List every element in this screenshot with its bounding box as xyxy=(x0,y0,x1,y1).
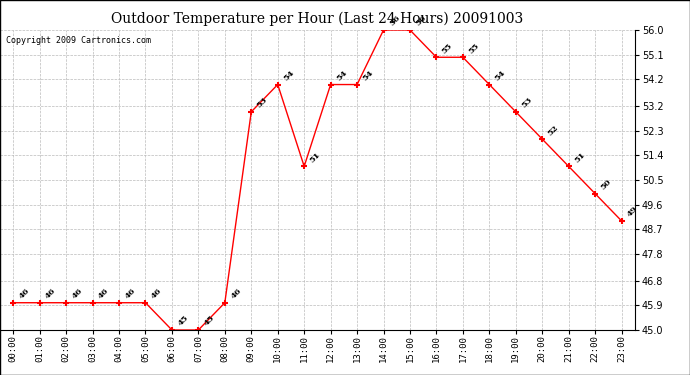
Text: 46: 46 xyxy=(229,286,243,300)
Text: 51: 51 xyxy=(573,150,586,164)
Text: 50: 50 xyxy=(600,178,613,192)
Text: 46: 46 xyxy=(17,286,31,300)
Text: Copyright 2009 Cartronics.com: Copyright 2009 Cartronics.com xyxy=(6,36,151,45)
Text: Outdoor Temperature per Hour (Last 24 Hours) 20091003: Outdoor Temperature per Hour (Last 24 Ho… xyxy=(111,11,524,26)
Text: 51: 51 xyxy=(308,150,322,164)
Text: 55: 55 xyxy=(467,41,481,55)
Text: 56: 56 xyxy=(414,14,428,28)
Text: 54: 54 xyxy=(493,69,507,82)
Text: 46: 46 xyxy=(150,286,164,300)
Text: 53: 53 xyxy=(520,96,534,109)
Text: 53: 53 xyxy=(255,96,269,109)
Text: 45: 45 xyxy=(203,314,217,328)
Text: 46: 46 xyxy=(124,286,137,300)
Text: 49: 49 xyxy=(626,205,640,219)
Text: 46: 46 xyxy=(70,286,84,300)
Text: 46: 46 xyxy=(44,286,58,300)
Text: 52: 52 xyxy=(546,123,560,137)
Text: 54: 54 xyxy=(282,69,296,82)
Text: 46: 46 xyxy=(97,286,110,300)
Text: 54: 54 xyxy=(335,69,348,82)
Text: 54: 54 xyxy=(362,69,375,82)
Text: 55: 55 xyxy=(441,41,455,55)
Text: 56: 56 xyxy=(388,14,402,28)
Text: 45: 45 xyxy=(176,314,190,328)
